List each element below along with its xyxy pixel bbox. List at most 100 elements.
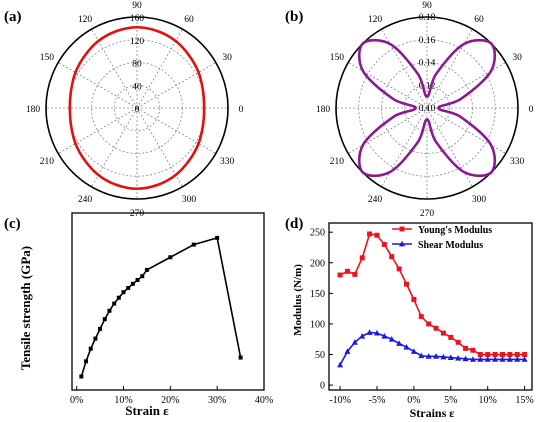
plot-d-point-young [440, 330, 446, 336]
polar-a-grid-spoke [136, 107, 217, 154]
plot-c-point [215, 235, 220, 240]
plot-d-point-young [499, 352, 505, 358]
plot-d-point-shear [440, 353, 447, 360]
polar-b-angle-label: 30 [512, 53, 522, 63]
panel-label-b: (b) [285, 9, 303, 25]
plot-d-point-shear [455, 354, 462, 361]
plot-d-ytick-label: 50 [315, 350, 325, 361]
polar-a-series-line [68, 25, 206, 191]
xlabel-d: Strains ε [410, 406, 455, 420]
panel-label-d: (d) [285, 216, 303, 232]
polar-a-angle-label: 210 [40, 157, 55, 167]
polar-a-grid-spoke [91, 28, 138, 109]
plot-c-xtick-label: 30% [208, 395, 226, 406]
polar-a-grid-spoke [136, 107, 183, 188]
plot-d-point-young [485, 352, 491, 358]
ylabel-d: Modulus (N/m) [292, 264, 304, 336]
plot-c-xtick-label: 10% [114, 395, 132, 406]
plot-d-point-young [507, 352, 513, 358]
polar-a-grid-spoke [136, 62, 217, 109]
plot-c-point [107, 308, 112, 313]
polar-a-angle-label: 120 [78, 15, 93, 25]
polar-b-r-tick-label: 0.14 [419, 59, 436, 69]
plot-d-xtick-label: 0% [407, 395, 420, 406]
plot-d-point-young [389, 254, 395, 260]
plot-c-point [93, 336, 98, 341]
plot-d-point-shear [514, 356, 521, 362]
polar-a-grid-circle [113, 84, 161, 132]
polar-b-angle-label: 300 [472, 195, 487, 205]
plot-c-point [102, 317, 107, 322]
plot-d-series-line [339, 233, 525, 356]
plot-d-point-shear [425, 353, 432, 359]
plot-c-series-line [80, 236, 242, 377]
panel-label-a: (a) [4, 9, 22, 25]
plot-d-point-shear [359, 332, 366, 339]
polar-b-grid-spoke [426, 107, 507, 154]
polar-b-grid-spoke [426, 107, 473, 188]
polar-a-angle-label: 270 [130, 209, 145, 219]
polar-b-angle-label: 330 [510, 157, 525, 167]
polar-b-r-tick-label: 0.12 [419, 81, 436, 91]
panel-label-c: (c) [4, 216, 21, 232]
polar-a-r-tick-label: 80 [132, 60, 142, 70]
plot-d-xtick-label: 15% [515, 395, 533, 406]
plot-d-point-young [477, 352, 483, 358]
legend-marker-triangle [399, 240, 405, 247]
polar-b-r-tick-label: 0.18 [419, 13, 436, 23]
plot-d-point-shear [484, 356, 491, 362]
polar-a-r-tick-label: 40 [132, 82, 142, 92]
polar-b-grid-spoke [347, 62, 428, 109]
plot-d-point-young [352, 271, 358, 277]
polar-a-angle-label: 30 [222, 53, 232, 63]
ylabel-c: Tensile strength (GPa) [18, 246, 33, 370]
plot-c-point [112, 301, 117, 306]
plot-c-point [238, 355, 243, 360]
polar-a-r-tick-label: 0 [135, 105, 140, 115]
plot-d-point-young [344, 268, 350, 274]
polar-b-r-tick-label: 0.16 [419, 36, 436, 46]
plot-d-point-shear [344, 348, 351, 354]
plot-d-point-young [522, 352, 528, 358]
plot-d-point-shear [433, 353, 440, 359]
plot-d-ytick-label: 200 [310, 258, 325, 269]
plot-d-ytick-label: 100 [310, 319, 325, 330]
plot-c-point [140, 274, 145, 279]
plot-d-point-young [396, 266, 402, 272]
polar-b-grid-spoke [426, 62, 507, 109]
plot-d-point-shear [499, 356, 506, 362]
polar-b-outer-circle [335, 16, 519, 200]
polar-a-angle-label: 330 [220, 157, 235, 167]
plot-d-point-shear [418, 352, 425, 359]
plot-c-xtick-label: 40% [255, 395, 273, 406]
polar-b-angle-label: 270 [420, 209, 435, 219]
plot-d-ytick-label: 0 [320, 381, 325, 392]
plot-c-point [121, 290, 126, 295]
polar-a-grid-spoke [57, 62, 138, 109]
plot-d-point-young [411, 296, 417, 302]
polar-b-r-tick-label: 0.10 [419, 104, 436, 114]
plot-d-point-shear [410, 348, 417, 354]
polar-a-grid-spoke [91, 107, 138, 188]
legend-label-young: Young's Modulus [418, 225, 492, 236]
plot-d-point-shear [462, 355, 469, 362]
plot-d-point-young [492, 352, 498, 358]
plot-d-point-young [404, 281, 410, 287]
polar-a-angle-label: 90 [132, 1, 142, 11]
plot-d-xtick-label: -5% [369, 395, 386, 406]
plot-c-point [135, 278, 140, 283]
plot-d-ytick-label: 250 [310, 228, 325, 239]
plot-d-point-shear [388, 336, 395, 342]
legend-label-shear: Shear Modulus [418, 240, 483, 251]
plot-d-xtick-label: 5% [444, 395, 457, 406]
plot-c-xtick-label: 0% [70, 395, 83, 406]
polar-a-grid-spoke [57, 107, 138, 154]
plot-d-ytick-label: 150 [310, 289, 325, 300]
polar-b-grid-spoke [426, 28, 473, 109]
plot-d-point-shear [492, 356, 499, 362]
polar-a-angle-label: 180 [26, 105, 41, 115]
plot-c-point [88, 346, 93, 351]
plot-c-point [126, 286, 131, 291]
polar-a-angle-label: 0 [239, 105, 244, 115]
plot-d-point-shear [396, 340, 403, 346]
